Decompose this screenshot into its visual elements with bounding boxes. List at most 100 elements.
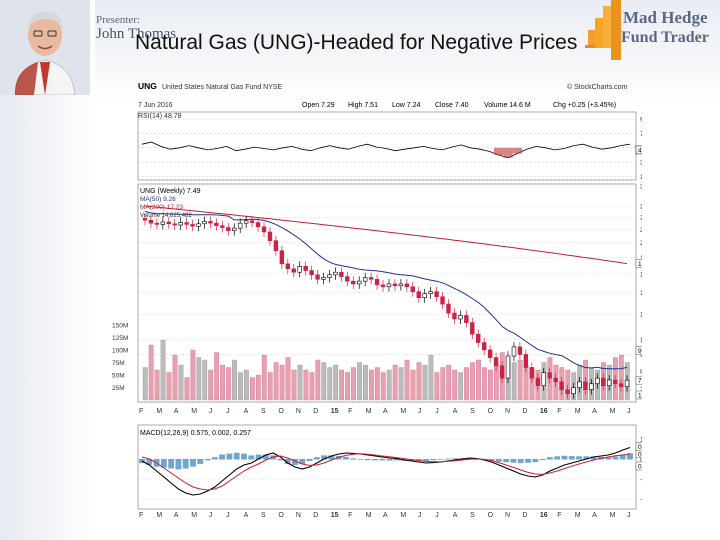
candle-body: [279, 250, 285, 265]
x-tick-label: M: [575, 408, 581, 415]
volume-bar: [422, 364, 428, 401]
macd-histogram-bar: [627, 453, 633, 460]
macd-histogram-bar: [430, 459, 437, 461]
price-tick-label: 9: [640, 352, 642, 359]
volume-bar: [214, 352, 220, 401]
volume-bar: [321, 362, 327, 401]
volume-bar: [404, 359, 410, 401]
candle-body: [333, 271, 338, 276]
macd-tag-1: 0.257: [638, 451, 642, 458]
volume-tick-label: 100M: [112, 348, 128, 355]
volume-bar: [327, 367, 333, 401]
macd-histogram-bar: [495, 459, 502, 462]
macd-histogram-bar: [168, 459, 175, 469]
candle-body: [273, 240, 279, 251]
volume-bar: [208, 369, 214, 401]
x-tick-label: M: [156, 408, 162, 415]
macd-histogram-bar: [488, 459, 495, 461]
chart-source: © StockCharts.com: [567, 83, 628, 91]
x-tick-label-bottom: J: [209, 512, 213, 519]
macd-histogram-bar: [583, 456, 590, 460]
macd-histogram-bar: [437, 459, 444, 460]
volume-bar: [202, 359, 208, 401]
volume-bar: [511, 362, 517, 401]
candle-body: [618, 383, 624, 387]
x-tick-label: M: [400, 408, 406, 415]
candle-body: [410, 286, 415, 292]
macd-histogram-bar: [292, 459, 298, 465]
candle-body: [243, 220, 249, 224]
candle-body: [339, 271, 344, 277]
rsi-tick-label: 70: [640, 131, 642, 138]
candle-body: [446, 303, 451, 314]
volume-tick-label: 150M: [112, 323, 128, 330]
candle-body: [470, 322, 475, 335]
rsi-tick-label: 30: [640, 160, 642, 167]
x-tick-label: J: [226, 408, 230, 415]
candle-body: [577, 381, 582, 388]
price-tick-label: 12: [640, 312, 642, 319]
x-tick-label: F: [348, 408, 352, 415]
macd-histogram-bar: [241, 453, 247, 460]
candle-body: [476, 333, 481, 343]
volume-bar: [488, 369, 493, 401]
macd-histogram-bar: [321, 455, 328, 460]
macd-histogram-bar: [262, 454, 269, 460]
volume-tick-label: 125M: [112, 335, 128, 342]
macd-histogram-bar: [612, 456, 619, 460]
candle-body: [583, 381, 588, 390]
candle-body: [214, 222, 219, 226]
volume-bar: [291, 369, 297, 401]
x-tick-label-bottom: A: [174, 512, 179, 519]
macd-tick-label: 0: [640, 457, 642, 464]
macd-histogram-bar: [532, 459, 539, 463]
volume-bar: [380, 372, 386, 401]
x-tick-label: J: [627, 408, 631, 415]
ma200-line: [144, 205, 628, 265]
volume-bar: [410, 369, 416, 401]
candle-body: [434, 291, 439, 297]
macd-histogram-bar: [554, 456, 561, 460]
macd-histogram-bar: [190, 459, 196, 467]
x-tick-label-bottom: S: [470, 512, 475, 519]
macd-signal-line: [141, 453, 631, 491]
x-tick-label-bottom: M: [191, 512, 197, 519]
candle-body: [237, 222, 243, 229]
volume-bar: [434, 372, 440, 401]
candle-body: [315, 274, 320, 280]
candle-body: [553, 377, 558, 383]
volume-bar: [273, 362, 279, 401]
volume-bar: [446, 364, 452, 401]
x-tick-label: D: [522, 408, 527, 415]
chart-low: Low 7.24: [392, 102, 421, 109]
x-tick-label-bottom: J: [226, 512, 230, 519]
candle-body: [345, 276, 350, 282]
tag-ma50-box: [635, 346, 642, 355]
macd-histogram-bar: [255, 454, 262, 460]
x-tick-label-bottom: A: [244, 512, 249, 519]
volume-bar: [386, 369, 392, 401]
volume-bar: [476, 359, 481, 401]
x-tick-label-bottom: A: [383, 512, 388, 519]
volume-bar: [428, 354, 434, 401]
candle-body: [351, 280, 356, 285]
chart-volume: Volume 14.6 M: [484, 102, 531, 109]
volume-bar: [238, 372, 243, 401]
macd-histogram-bar: [284, 459, 291, 464]
volume-bar: [244, 369, 249, 401]
candle-body: [220, 225, 225, 228]
rsi-line: [141, 141, 631, 159]
candle-body: [154, 222, 160, 225]
candle-body: [487, 349, 493, 358]
x-tick-label: N: [505, 408, 510, 415]
x-tick-label: O: [278, 408, 284, 415]
price-tick-label: 8: [640, 368, 642, 375]
candle-body: [416, 291, 421, 299]
macd-histogram-bar: [576, 456, 582, 460]
rsi-tick-label: 10: [640, 174, 642, 181]
x-tick-label-bottom: M: [400, 512, 406, 519]
candle-body: [559, 381, 564, 390]
x-tick-label-bottom: J: [418, 512, 422, 519]
price-tick-label: 30: [640, 184, 642, 191]
volume-bar: [142, 367, 148, 401]
